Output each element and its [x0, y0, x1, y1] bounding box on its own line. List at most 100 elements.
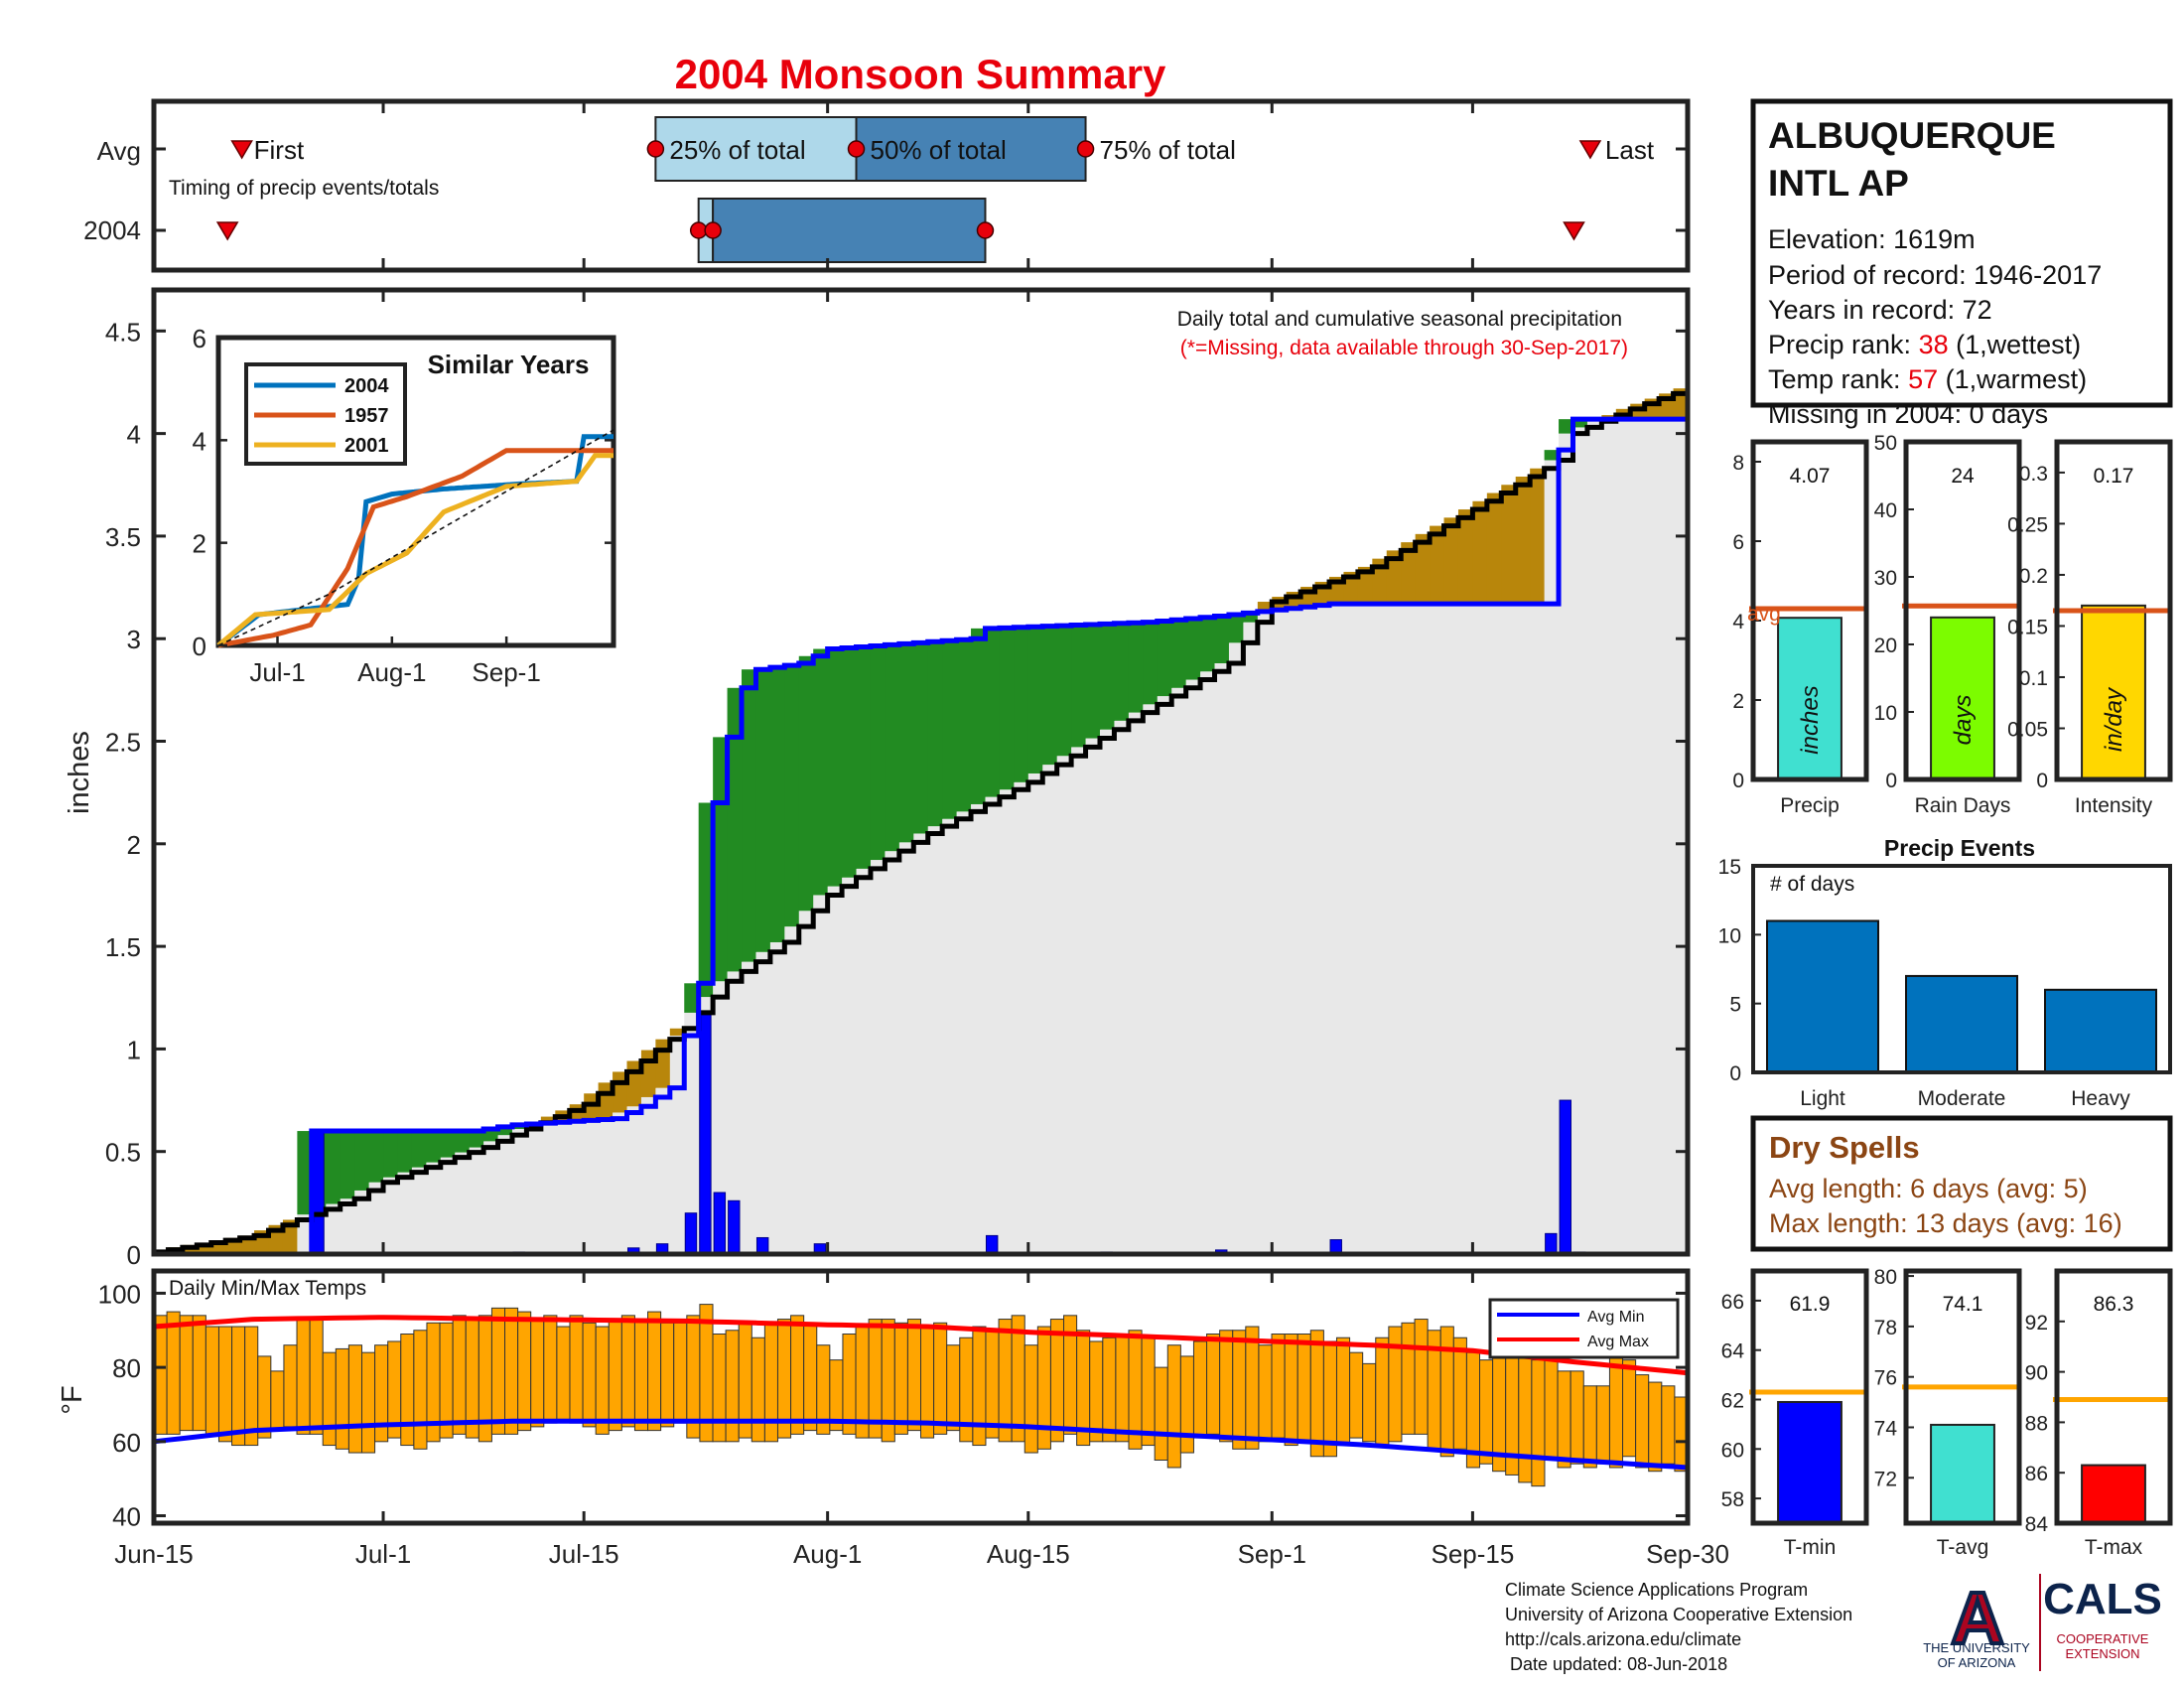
temp-rank-value: 57 — [1908, 364, 1938, 394]
temp-summary-ytick-label: 58 — [1721, 1488, 1744, 1511]
station-missing: Missing in 2004: 0 days — [1768, 399, 2048, 429]
cumulative-area-segment — [913, 833, 929, 1254]
surplus-area-segment — [1200, 616, 1216, 672]
daily-temp-bar — [322, 1351, 337, 1447]
daily-temp-bar — [673, 1322, 688, 1424]
events-bar-heavy — [2044, 988, 2157, 1073]
daily-temp-bar — [1036, 1326, 1051, 1450]
footer-line4: Date updated: 08-Jun-2018 — [1505, 1654, 1727, 1674]
daily-temp-bar — [1518, 1340, 1533, 1483]
daily-temp-bar — [257, 1355, 272, 1439]
summary-xlabel: Precip — [1780, 794, 1840, 817]
cumulative-area-segment — [469, 1147, 484, 1254]
footer: Climate Science Applications Program Uni… — [1505, 1580, 1852, 1674]
cumulative-area-segment — [727, 971, 743, 1254]
inset-ytick-label: 4 — [193, 426, 206, 456]
month-tick-label: Jul-15 — [549, 1539, 619, 1569]
cumulative-area-segment — [1401, 604, 1417, 1254]
inset-ytick-label: 0 — [193, 632, 206, 661]
surplus-area-segment — [411, 1131, 427, 1168]
daily-temp-bar — [660, 1322, 675, 1428]
summary-avg-label: avg — [1747, 603, 1781, 626]
daily-temp-bar — [400, 1334, 415, 1447]
events-title: Precip Events — [1884, 835, 2035, 861]
deficit-area-segment — [1486, 492, 1502, 605]
daily-temp-bar — [608, 1319, 622, 1432]
summary-chart-precip: 0 2 4 6 8 4.07 inches Precip avg — [1732, 439, 1869, 817]
temp-summary-ytick-label: 86 — [2025, 1463, 2048, 1485]
month-tick-label: Aug-1 — [793, 1539, 862, 1569]
avg-q25-label: 25% of total — [669, 135, 805, 165]
temp-summary-bar — [1777, 1400, 1843, 1524]
surplus-area-segment — [870, 644, 887, 861]
summary-xlabel: Rain Days — [1915, 794, 2011, 817]
daily-temp-bar — [1492, 1340, 1507, 1473]
cumulative-area-segment — [1486, 604, 1502, 1254]
cumulative-area-segment — [1314, 604, 1330, 1254]
daily-temp-bar — [1622, 1359, 1637, 1458]
summary-ytick-label: 2 — [1732, 690, 1744, 713]
deficit-area-segment — [1401, 542, 1417, 605]
daily-precip-bar — [684, 1212, 698, 1255]
main-header-line1: Daily total and cumulative seasonal prec… — [1177, 308, 1622, 331]
events-ytick-label: 15 — [1718, 856, 1741, 879]
inset-line-1957 — [217, 448, 614, 648]
daily-temp-bar — [1258, 1344, 1273, 1443]
main-ytick-label: 0 — [127, 1240, 141, 1270]
summary-xlabel: Intensity — [2075, 794, 2153, 817]
cumulative-area-segment — [613, 1112, 628, 1254]
station-period: Period of record: 1946-2017 — [1768, 260, 2102, 290]
footer-line1: Climate Science Applications Program — [1505, 1580, 1808, 1600]
surplus-area-segment — [383, 1131, 399, 1178]
daily-temp-bar — [1141, 1336, 1156, 1447]
daily-temp-bar — [1635, 1374, 1650, 1469]
deficit-area-segment — [1357, 566, 1373, 605]
surplus-area-segment — [742, 669, 757, 962]
cumulative-area-segment — [555, 1121, 571, 1254]
summary-frame — [1750, 439, 1869, 782]
main-header-line2: (*=Missing, data available through 30-Se… — [1180, 337, 1628, 359]
deficit-area-segment — [1673, 388, 1689, 420]
summary-chart-intensity: 0 0.05 0.1 0.15 0.2 0.25 0.3 0.17 in/day Intensit… — [2007, 439, 2173, 817]
events-ylabel-inside: # of days — [1770, 873, 1854, 896]
cumulative-area-segment — [1099, 729, 1116, 1254]
surplus-area-segment — [784, 663, 800, 927]
daily-temp-bar — [1479, 1359, 1494, 1465]
month-tick-label: Sep-30 — [1646, 1539, 1729, 1569]
surplus-area-segment — [913, 641, 929, 834]
summary-ytick-label: 0 — [2036, 770, 2048, 792]
cumulative-area-segment — [1171, 687, 1187, 1254]
daily-temp-bar — [893, 1322, 908, 1435]
temp-summary-ytick-label: 76 — [1874, 1367, 1897, 1390]
legend-avg-max: Avg Max — [1587, 1334, 1649, 1350]
main-ytick-label: 2 — [127, 830, 141, 860]
daily-temp-bar — [1024, 1344, 1038, 1454]
similar-years-inset: 0 2 4 6 Jul-1 Aug-1 Sep-1 Similar Years 2004 19… — [193, 324, 616, 687]
surplus-area-segment — [1572, 419, 1588, 428]
summary-ytick-label: 6 — [1732, 531, 1744, 554]
cals-sub-line1: COOPERATIVE — [2057, 1631, 2149, 1646]
temperature-legend: Avg Min Avg Max — [1488, 1298, 1680, 1359]
temp-summary-ytick-label: 72 — [1874, 1468, 1897, 1490]
surplus-area-segment — [684, 983, 700, 1013]
summary-unit: inches — [1797, 685, 1824, 754]
summary-bar-charts: 024684.07inchesPrecipavg0102030405024day… — [1732, 432, 2173, 817]
temperature-ylabel: °F — [57, 1385, 88, 1414]
summary-ytick-label: 20 — [1874, 634, 1897, 657]
daily-temp-bar — [725, 1330, 740, 1443]
daily-temp-bar — [1401, 1322, 1416, 1435]
deficit-area-segment — [1443, 517, 1459, 605]
daily-temp-bar — [985, 1330, 1000, 1439]
daily-temp-bar — [946, 1344, 961, 1432]
cumulative-area-segment — [827, 886, 843, 1254]
surplus-area-segment — [326, 1131, 341, 1204]
cumulative-area-segment — [1143, 704, 1159, 1254]
daily-temp-bar — [517, 1311, 532, 1432]
deficit-area-segment — [540, 1116, 556, 1123]
cumulative-area-segment — [584, 1119, 600, 1254]
cumulative-area-segment — [354, 1190, 370, 1254]
cumulative-area-segment — [1386, 604, 1402, 1254]
inset-legend: 2004 1957 2001 — [244, 362, 407, 466]
daily-temp-bar — [452, 1315, 467, 1435]
summary-value: 24 — [1951, 465, 1975, 488]
